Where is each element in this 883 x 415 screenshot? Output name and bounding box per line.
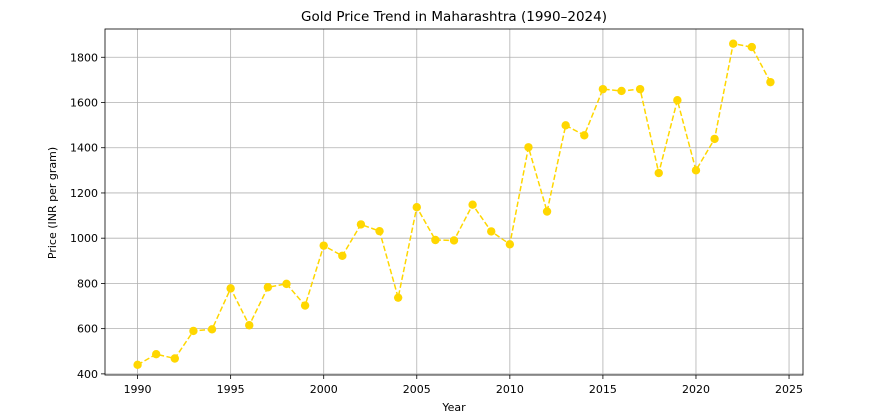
y-tick-label: 1400 (70, 142, 98, 155)
x-tick-label: 2000 (310, 383, 338, 396)
chart-title: Gold Price Trend in Maharashtra (1990–20… (301, 9, 607, 25)
x-tick-label: 2015 (589, 383, 617, 396)
data-point (729, 39, 738, 48)
data-point (133, 360, 142, 370)
data-point (431, 235, 440, 245)
y-tick-label: 1800 (70, 51, 98, 64)
data-point (505, 240, 515, 249)
x-tick-label: 2005 (403, 383, 431, 396)
data-point (542, 207, 552, 216)
data-point (375, 226, 384, 236)
data-point (338, 251, 347, 261)
data-point (691, 166, 701, 175)
data-point (319, 241, 328, 250)
data-point (226, 284, 235, 293)
data-point (412, 203, 421, 212)
axis-ticks (101, 56, 790, 379)
data-point (300, 301, 310, 310)
data-point (263, 283, 273, 292)
y-tick-label: 400 (77, 368, 98, 381)
data-point (561, 121, 570, 130)
data-point (580, 131, 589, 140)
y-axis-label: Price (INR per gram) (46, 147, 59, 259)
x-tick-label: 1990 (124, 383, 152, 396)
y-tick-label: 600 (77, 323, 98, 336)
data-point (710, 134, 719, 144)
data-point (468, 200, 477, 209)
y-tick-label: 1200 (70, 187, 98, 200)
x-tick-labels: 1990 1995 2000 2005 2010 2015 2020 2025 (124, 383, 803, 396)
data-point (654, 168, 663, 178)
data-point (635, 84, 645, 94)
data-point (598, 84, 608, 94)
data-points (133, 39, 775, 370)
data-point (524, 143, 533, 152)
data-point (356, 220, 366, 229)
data-point (617, 86, 626, 96)
data-point (766, 77, 775, 87)
data-point (245, 321, 254, 330)
x-tick-label: 1995 (217, 383, 245, 396)
data-point (449, 236, 459, 245)
x-tick-label: 2025 (775, 383, 803, 396)
data-point (487, 227, 496, 236)
grid-lines (105, 29, 803, 375)
data-point (673, 96, 682, 105)
y-tick-label: 800 (77, 277, 98, 290)
y-tick-labels: 400 600 800 1000 1200 1400 1600 1800 (70, 51, 98, 381)
x-tick-label: 2020 (682, 383, 710, 396)
series-line (137, 42, 772, 366)
data-point (151, 349, 161, 359)
x-tick-label: 2010 (496, 383, 524, 396)
data-point (393, 293, 403, 302)
plot-area-frame (104, 28, 804, 376)
x-axis-label: Year (441, 401, 466, 414)
y-tick-label: 1600 (70, 96, 98, 109)
data-point (170, 354, 179, 363)
y-tick-label: 1000 (70, 232, 98, 245)
data-point (282, 279, 291, 289)
data-point (189, 326, 198, 336)
data-point (747, 42, 757, 52)
data-point (207, 325, 217, 334)
